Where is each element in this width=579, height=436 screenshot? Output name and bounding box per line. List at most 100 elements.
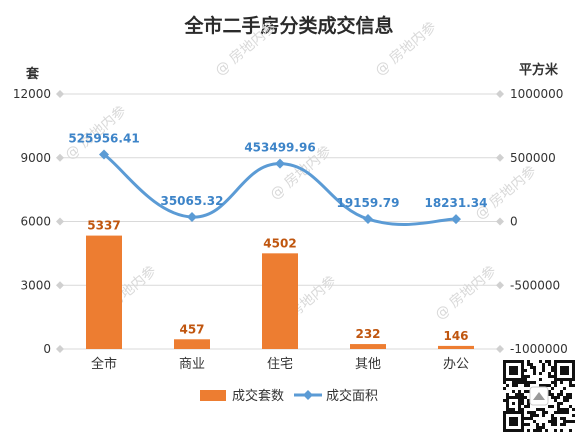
- qr-module: [554, 384, 557, 387]
- qr-finder-core: [509, 366, 518, 375]
- qr-module: [524, 381, 527, 384]
- qr-module: [524, 369, 527, 372]
- qr-module: [572, 420, 575, 423]
- line-point: [451, 214, 461, 225]
- qr-module: [563, 423, 566, 426]
- qr-module: [566, 399, 569, 402]
- bar-value-label: 5337: [87, 219, 120, 233]
- qr-module: [554, 423, 557, 426]
- qr-module: [554, 411, 557, 414]
- legend-bar-swatch: [200, 390, 226, 401]
- category-label: 全市: [91, 356, 117, 372]
- qr-module: [539, 429, 542, 432]
- qr-module: [530, 381, 533, 384]
- qr-module: [533, 369, 536, 372]
- qr-module: [542, 408, 545, 411]
- qr-module: [527, 402, 530, 405]
- qr-module: [545, 411, 548, 414]
- qr-module: [518, 408, 521, 411]
- right-axis-tick-marker: [496, 281, 504, 290]
- qr-module: [527, 417, 530, 420]
- line-point: [187, 212, 197, 223]
- qr-module: [557, 402, 560, 405]
- qr-module: [503, 381, 506, 384]
- qr-module: [563, 411, 566, 414]
- qr-module: [554, 429, 557, 432]
- qr-module: [518, 381, 521, 384]
- bar: [174, 339, 210, 349]
- qr-module: [542, 366, 545, 369]
- qr-module: [542, 423, 545, 426]
- qr-module: [512, 381, 515, 384]
- qr-module: [542, 414, 545, 417]
- qr-module: [548, 360, 551, 363]
- qr-module: [569, 405, 572, 408]
- qr-module: [530, 414, 533, 417]
- qr-module: [551, 405, 554, 408]
- qr-module: [560, 393, 563, 396]
- bar-value-label: 146: [443, 329, 468, 343]
- qr-module: [539, 372, 542, 375]
- qr-module: [527, 360, 530, 363]
- qr-module: [521, 402, 524, 405]
- chart-title: 全市二手房分类成交信息: [183, 14, 393, 37]
- qr-module: [545, 429, 548, 432]
- left-axis-tick-label: 9000: [20, 151, 51, 165]
- bar-value-label: 4502: [263, 236, 296, 250]
- qr-module: [515, 384, 518, 387]
- qr-module: [524, 384, 527, 387]
- qr-module: [551, 366, 554, 369]
- qr-module: [506, 384, 509, 387]
- right-axis-tick-marker: [496, 217, 504, 226]
- qr-finder-core: [509, 417, 518, 426]
- qr-module: [527, 375, 530, 378]
- right-axis-unit: 平方米: [519, 62, 559, 78]
- qr-module: [545, 384, 548, 387]
- qr-module: [512, 408, 515, 411]
- qr-module: [572, 384, 575, 387]
- qr-module: [548, 420, 551, 423]
- qr-module: [512, 396, 515, 399]
- qr-module: [509, 408, 512, 411]
- qr-module: [563, 420, 566, 423]
- qr-module: [554, 381, 557, 384]
- qr-module: [518, 399, 521, 402]
- qr-module: [557, 396, 560, 399]
- qr-module: [569, 393, 572, 396]
- qr-module: [524, 417, 527, 420]
- category-label: 商业: [179, 357, 205, 372]
- qr-module: [533, 414, 536, 417]
- qr-module: [506, 396, 509, 399]
- left-axis-tick-marker: [56, 90, 64, 98]
- qr-module: [512, 390, 515, 393]
- right-axis-tick-marker: [496, 345, 504, 353]
- qr-module: [542, 363, 545, 366]
- legend-bar-label: 成交套数: [232, 388, 284, 404]
- qr-module: [569, 384, 572, 387]
- qr-module: [536, 426, 539, 429]
- qr-module: [536, 429, 539, 432]
- qr-module: [518, 396, 521, 399]
- qr-module: [527, 411, 530, 414]
- qr-module: [521, 396, 524, 399]
- left-axis-ticks: 0 3000 6000 9000 12000: [13, 87, 51, 356]
- qr-module: [527, 405, 530, 408]
- qr-module: [527, 399, 530, 402]
- line-value-label: 18231.34: [424, 196, 487, 210]
- qr-module: [548, 363, 551, 366]
- left-axis-tick-label: 3000: [20, 278, 51, 292]
- qr-module: [539, 426, 542, 429]
- qr-module: [503, 387, 506, 390]
- qr-module: [572, 408, 575, 411]
- line-series: 525956.41 35065.32 453499.96 19159.79 18231.…: [68, 131, 488, 226]
- qr-module: [551, 369, 554, 372]
- qr-module: [554, 417, 557, 420]
- qr-module: [530, 366, 533, 369]
- qr-module: [503, 399, 506, 402]
- watermark-layer: @ 房地内参 @ 房地内参@ 房地内参@ 房地内参 @ 房地内参@ 房地内参 @ 房地…: [62, 18, 540, 333]
- qr-module: [533, 372, 536, 375]
- qr-module: [557, 405, 560, 408]
- qr-module: [551, 423, 554, 426]
- qr-module: [566, 408, 569, 411]
